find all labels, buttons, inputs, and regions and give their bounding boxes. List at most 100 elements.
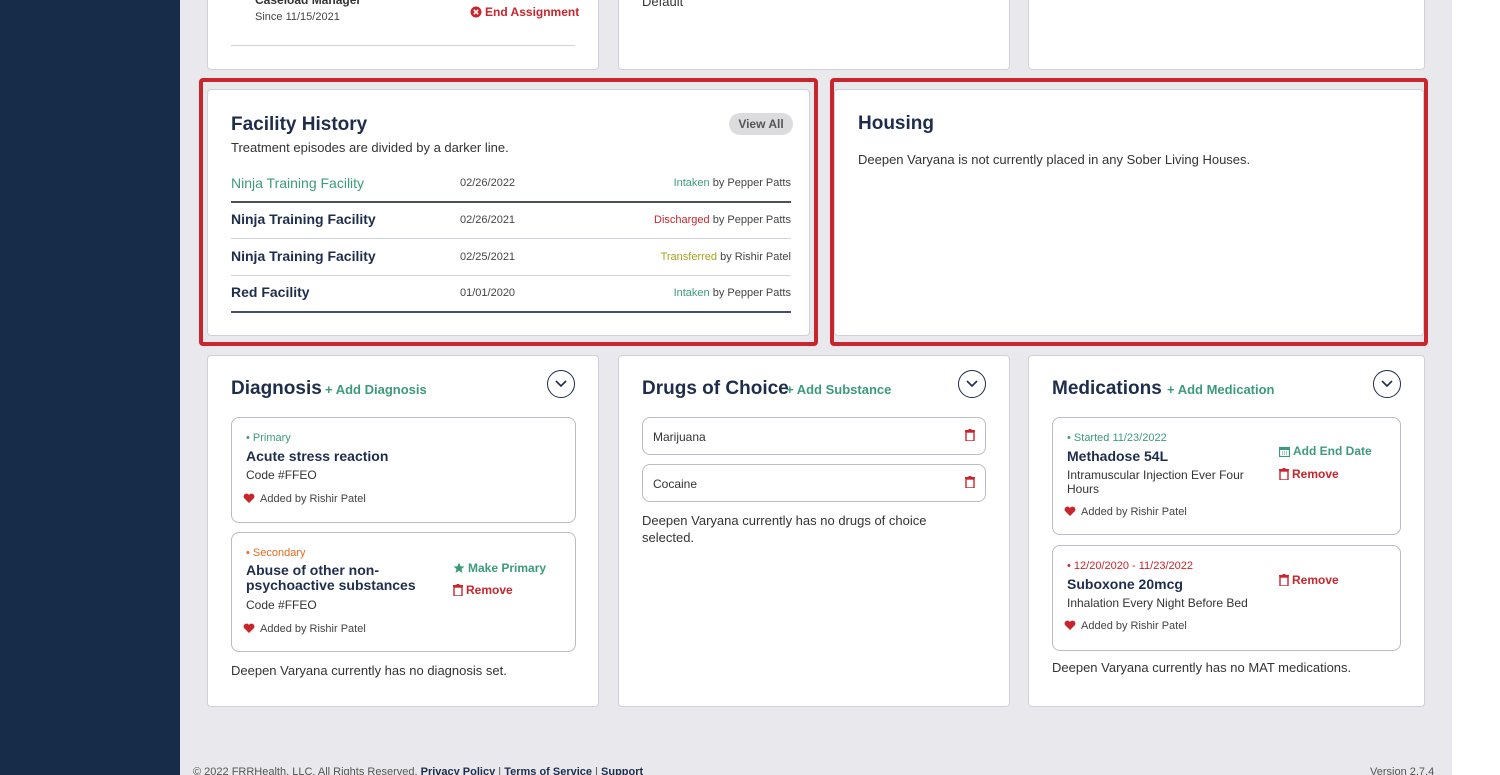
top-middle-text: Default [642,0,684,9]
housing-card: Housing Deepen Varyana is not currently … [834,89,1424,336]
diagnosis-code: Code #FFEO [246,598,317,612]
make-primary-label: Make Primary [468,561,547,575]
facility-row-status: Intaken by Pepper Patts [674,287,791,299]
facility-row-by: by Rishir Patel [720,251,791,263]
heart-icon [243,493,255,503]
medication-status-label: 12/20/2020 - 11/23/2022 [1073,560,1193,572]
diagnosis-tag-label: Secondary [252,547,306,559]
add-end-date-label: Add End Date [1293,444,1372,458]
housing-text: Deepen Varyana is not currently placed i… [858,152,1251,167]
facility-row-status: Transferred by Rishir Patel [661,251,791,263]
top-middle-card: Default [618,0,1010,70]
facility-row-date: 02/25/2021 [460,251,516,263]
facility-row-name[interactable]: Ninja Training Facility [231,248,376,264]
divider [231,45,575,46]
facility-row-name[interactable]: Ninja Training Facility [231,211,376,227]
add-substance-link[interactable]: + Add Substance [786,382,892,397]
heart-icon [243,623,255,633]
medication-status: • Started 11/23/2022 [1067,432,1167,444]
facility-row-by: by Pepper Patts [712,287,791,299]
drug-name: Marijuana [653,430,706,444]
diagnosis-collapse-button[interactable] [547,370,575,398]
medication-detail-line: Intramuscular Injection Ever Four [1067,468,1244,482]
remove-label: Remove [1292,573,1339,587]
diagnosis-added-by: Added by Rishir Patel [260,623,366,635]
facility-row-date: 02/26/2022 [460,177,516,189]
drugs-collapse-button[interactable] [958,370,986,398]
drug-item[interactable]: Marijuana [642,417,986,455]
add-diagnosis-link[interactable]: + Add Diagnosis [325,382,427,397]
diagnosis-added-by: Added by Rishir Patel [260,493,366,505]
remove-medication-button[interactable]: Remove [1279,573,1339,587]
facility-history-subtitle: Treatment episodes are divided by a dark… [231,140,509,155]
caseload-since: Since 11/15/2021 [255,11,340,23]
heart-icon [1064,506,1076,516]
facility-row-action: Transferred [660,251,718,263]
diagnosis-name-line: Abuse of other non- [246,562,379,578]
diagnosis-title: Diagnosis [231,378,322,399]
trash-icon [1279,468,1289,480]
medication-added-by: Added by Rishir Patel [1081,506,1187,518]
diagnosis-code: Code #FFEO [246,468,317,482]
facility-history-highlight [199,78,818,346]
drugs-empty-line: Deepen Varyana currently has no drugs of… [642,513,927,528]
medication-status: • 12/20/2020 - 11/23/2022 [1067,560,1193,572]
footer-copyright: © 2022 FRRHealth, LLC. All Rights Reserv… [193,766,418,775]
caseload-role: Caseload Manager [255,0,362,7]
facility-history-title: Facility History [231,114,368,135]
trash-icon[interactable] [965,476,975,488]
facility-row-status: Intaken by Pepper Patts [674,177,791,189]
diagnosis-card: Diagnosis + Add Diagnosis • Primary Acut… [207,355,599,707]
calendar-icon [1279,446,1290,457]
diagnosis-tag-label: Primary [252,432,291,444]
drug-name: Cocaine [653,477,698,491]
row-divider [231,275,791,276]
medication-detail: Intramuscular Injection Ever Four Hours [1067,468,1244,496]
diagnosis-tag: • Secondary [246,547,306,559]
row-divider [231,238,791,239]
diagnosis-empty-text: Deepen Varyana currently has no diagnosi… [231,663,507,678]
medications-empty-text: Deepen Varyana currently has no MAT medi… [1052,660,1352,675]
drug-item[interactable]: Cocaine [642,464,986,502]
view-all-button[interactable]: View All [729,113,793,135]
remove-medication-button[interactable]: Remove [1279,467,1339,481]
add-end-date-button[interactable]: Add End Date [1279,444,1372,458]
facility-row-name[interactable]: Ninja Training Facility [231,175,365,191]
sidebar [0,0,180,775]
remove-label: Remove [1292,467,1339,481]
add-medication-link[interactable]: + Add Medication [1167,382,1275,397]
facility-row-action: Discharged [654,214,710,226]
footer: © 2022 FRRHealth, LLC. All Rights Reserv… [193,766,643,775]
medication-name: Suboxone 20mcg [1067,576,1183,592]
privacy-link[interactable]: Privacy Policy [420,766,496,775]
episode-divider [231,201,791,203]
diagnosis-item[interactable]: • Secondary Abuse of other non- psychoac… [231,532,576,652]
facility-row-action: Intaken [673,287,710,299]
drugs-empty-text: Deepen Varyana currently has no drugs of… [642,512,926,546]
trash-icon [453,584,463,596]
medications-collapse-button[interactable] [1373,370,1401,398]
remove-diagnosis-button[interactable]: Remove [453,583,513,597]
caseload-card: Caseload Manager Since 11/15/2021 End As… [207,0,599,70]
diagnosis-item[interactable]: • Primary Acute stress reaction Code #FF… [231,417,576,523]
end-assignment-label: End Assignment [485,5,580,19]
make-primary-button[interactable]: Make Primary [453,561,546,575]
medication-item[interactable]: • Started 11/23/2022 Methadose 54L Intra… [1052,417,1401,535]
drugs-card: Drugs of Choice + Add Substance Marijuan… [618,355,1010,707]
housing-highlight [830,78,1428,346]
medication-item[interactable]: • 12/20/2020 - 11/23/2022 Suboxone 20mcg… [1052,545,1401,651]
diagnosis-name: Acute stress reaction [246,448,389,464]
chevron-down-icon [966,380,978,388]
medication-added-by: Added by Rishir Patel [1081,620,1187,632]
facility-row-by: by Pepper Patts [712,177,791,189]
diagnosis-tag: • Primary [246,432,291,444]
terms-link[interactable]: Terms of Service [504,766,593,775]
facility-row-status: Discharged by Pepper Patts [654,214,791,226]
chevron-down-icon [1381,380,1393,388]
trash-icon[interactable] [965,429,975,441]
medication-detail-line: Hours [1067,482,1100,496]
facility-row-name[interactable]: Red Facility [231,284,310,300]
housing-title: Housing [858,113,934,134]
support-link[interactable]: Support [601,766,644,775]
end-assignment-button[interactable]: End Assignment [470,5,579,19]
